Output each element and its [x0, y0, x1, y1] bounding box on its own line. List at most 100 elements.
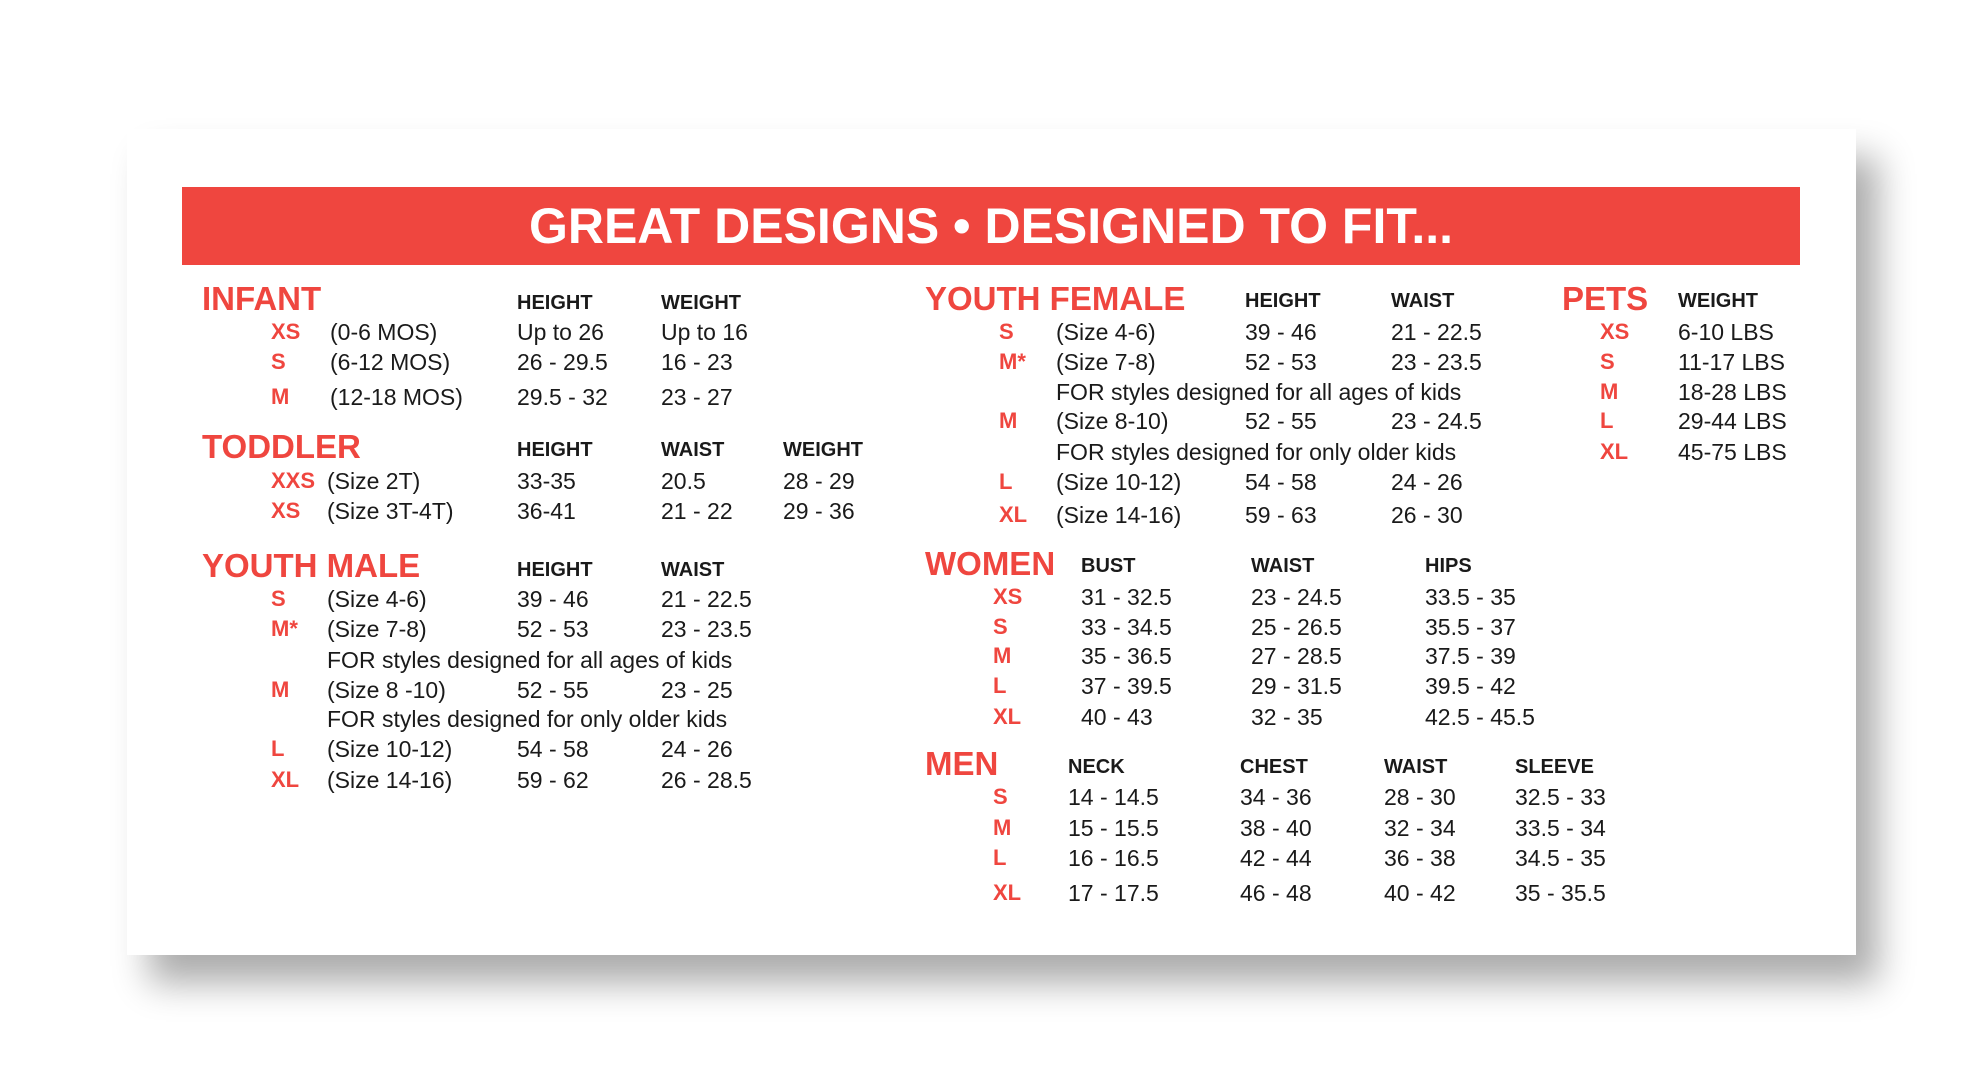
measurement-cell: 52 - 55: [1245, 408, 1317, 434]
measurement-cell: 37 - 39.5: [1081, 673, 1172, 699]
size-label: XL: [271, 767, 300, 792]
measurement-cell: 18-28 LBS: [1678, 379, 1787, 405]
banner-title: GREAT DESIGNS • DESIGNED TO FIT...: [528, 198, 1454, 254]
measurement-cell: 29-44 LBS: [1678, 408, 1787, 434]
size-label: S: [999, 319, 1014, 344]
size-label: L: [271, 736, 285, 761]
size-description: (Size 4-6): [1056, 319, 1156, 345]
measurement-cell: 23 - 23.5: [1391, 349, 1482, 375]
size-description: (Size 8 -10): [327, 677, 446, 703]
size-label: XS: [271, 319, 301, 344]
measurement-cell: 38 - 40: [1240, 815, 1312, 841]
size-label: M*: [999, 349, 1026, 374]
column-header: WAIST: [661, 439, 725, 461]
size-label: M: [999, 408, 1018, 433]
column-header: HIPS: [1425, 555, 1472, 577]
size-description: (Size 7-8): [327, 616, 427, 642]
toddler-section-title: TODDLER: [202, 428, 361, 465]
measurement-cell: 36 - 38: [1384, 845, 1456, 871]
fit-note: FOR styles designed for only older kids: [327, 706, 728, 732]
size-description: (Size 14-16): [327, 767, 453, 793]
size-label: S: [993, 784, 1008, 809]
measurement-cell: 26 - 29.5: [517, 349, 608, 375]
measurement-cell: 39.5 - 42: [1425, 673, 1516, 699]
measurement-cell: 33-35: [517, 468, 576, 494]
measurement-cell: 11-17 LBS: [1678, 349, 1785, 375]
measurement-cell: 6-10 LBS: [1678, 319, 1774, 345]
column-header: CHEST: [1240, 756, 1308, 778]
size-description: (6-12 MOS): [330, 349, 451, 375]
measurement-cell: 29.5 - 32: [517, 384, 608, 410]
measurement-cell: 23 - 25: [661, 677, 733, 703]
column-header: WAIST: [661, 559, 725, 581]
size-description: (Size 3T-4T): [327, 498, 454, 524]
measurement-cell: 27 - 28.5: [1251, 643, 1342, 669]
column-header: WEIGHT: [783, 439, 863, 461]
measurement-cell: 46 - 48: [1240, 880, 1312, 906]
youth-male-section-title: YOUTH MALE: [202, 547, 421, 584]
column-header: WEIGHT: [661, 292, 741, 314]
size-label: S: [271, 349, 286, 374]
column-header: HEIGHT: [1245, 290, 1321, 312]
measurement-cell: 16 - 23: [661, 349, 733, 375]
measurement-cell: 32 - 34: [1384, 815, 1456, 841]
measurement-cell: 54 - 58: [1245, 469, 1317, 495]
size-label: XL: [1600, 439, 1629, 464]
measurement-cell: 23 - 24.5: [1391, 408, 1482, 434]
measurement-cell: 54 - 58: [517, 736, 589, 762]
column-header: WEIGHT: [1678, 290, 1758, 312]
measurement-cell: 24 - 26: [1391, 469, 1463, 495]
measurement-cell: 23 - 27: [661, 384, 733, 410]
infant-section-title: INFANT: [202, 280, 322, 317]
measurement-cell: 23 - 23.5: [661, 616, 752, 642]
size-label: XL: [993, 704, 1022, 729]
measurement-cell: 24 - 26: [661, 736, 733, 762]
measurement-cell: 52 - 55: [517, 677, 589, 703]
measurement-cell: 21 - 22: [661, 498, 733, 524]
size-description: (Size 14-16): [1056, 502, 1182, 528]
size-label: M: [993, 815, 1012, 840]
measurement-cell: Up to 26: [517, 319, 604, 345]
measurement-cell: 39 - 46: [517, 586, 589, 612]
size-label: M: [993, 643, 1012, 668]
fit-note: FOR styles designed for only older kids: [1056, 439, 1457, 465]
measurement-cell: 33.5 - 34: [1515, 815, 1606, 841]
fit-note: FOR styles designed for all ages of kids: [1056, 379, 1462, 405]
women-section-title: WOMEN: [925, 545, 1056, 582]
measurement-cell: 39 - 46: [1245, 319, 1317, 345]
measurement-cell: 35 - 35.5: [1515, 880, 1606, 906]
size-label: XS: [1600, 319, 1630, 344]
measurement-cell: 40 - 42: [1384, 880, 1456, 906]
measurement-cell: 21 - 22.5: [661, 586, 752, 612]
size-label: XS: [271, 498, 301, 523]
measurement-cell: 52 - 53: [1245, 349, 1317, 375]
size-label: XXS: [271, 468, 316, 493]
measurement-cell: 52 - 53: [517, 616, 589, 642]
measurement-cell: 28 - 30: [1384, 784, 1456, 810]
measurement-cell: 34 - 36: [1240, 784, 1312, 810]
youth-female-section-title: YOUTH FEMALE: [925, 280, 1186, 317]
size-description: (Size 10-12): [327, 736, 453, 762]
size-description: (Size 4-6): [327, 586, 427, 612]
measurement-cell: 42.5 - 45.5: [1425, 704, 1535, 730]
measurement-cell: 40 - 43: [1081, 704, 1153, 730]
size-description: (Size 8-10): [1056, 408, 1169, 434]
size-description: (Size 7-8): [1056, 349, 1156, 375]
size-description: (0-6 MOS): [330, 319, 438, 345]
measurement-cell: 26 - 28.5: [661, 767, 752, 793]
measurement-cell: 16 - 16.5: [1068, 845, 1159, 871]
measurement-cell: 29 - 36: [783, 498, 855, 524]
column-header: SLEEVE: [1515, 756, 1594, 778]
fit-note: FOR styles designed for all ages of kids: [327, 647, 733, 673]
size-label: XL: [999, 502, 1028, 527]
measurement-cell: 31 - 32.5: [1081, 584, 1172, 610]
measurement-cell: 15 - 15.5: [1068, 815, 1159, 841]
measurement-cell: 33 - 34.5: [1081, 614, 1172, 640]
measurement-cell: 35 - 36.5: [1081, 643, 1172, 669]
size-description: (Size 10-12): [1056, 469, 1182, 495]
column-header: HEIGHT: [517, 292, 593, 314]
measurement-cell: 28 - 29: [783, 468, 855, 494]
size-label: S: [1600, 349, 1615, 374]
size-chart-card: [127, 129, 1856, 955]
column-header: WAIST: [1384, 756, 1448, 778]
